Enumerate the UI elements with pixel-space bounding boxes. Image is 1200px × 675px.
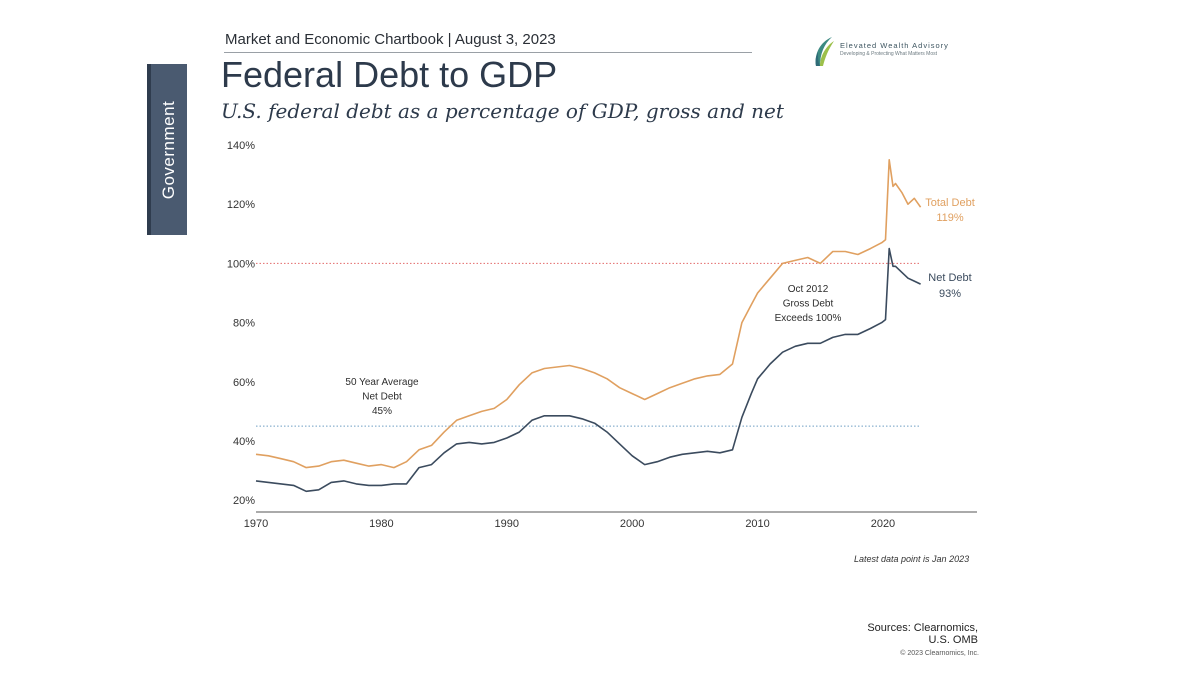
x-tick-label: 2000 (620, 518, 644, 530)
annotation-average-line: Net Debt (362, 392, 402, 403)
x-tick-label: 2010 (745, 518, 769, 530)
y-tick-label: 80% (233, 318, 255, 330)
x-tick-label: 1970 (244, 518, 268, 530)
y-tick-label: 120% (227, 199, 255, 211)
annotation-oct2012-line: Exceeds 100% (775, 313, 842, 324)
sources: Sources: Clearnomics, U.S. OMB (867, 622, 978, 646)
y-tick-label: 20% (233, 495, 255, 507)
sources-line-1: Sources: Clearnomics, (867, 622, 978, 634)
annotation-average-line: 45% (372, 406, 392, 417)
total-debt-line (255, 159, 922, 469)
net-debt-end-value: 93% (939, 288, 961, 300)
logo-tagline: Developing & Protecting What Matters Mos… (840, 51, 937, 57)
logo-name: Elevated Wealth Advisory (840, 41, 949, 50)
chartbook-header: Market and Economic Chartbook | August 3… (225, 31, 556, 48)
copyright: © 2023 Clearnomics, Inc. (900, 650, 979, 657)
annotation-average-line: 50 Year Average (345, 377, 419, 388)
brand-logo: Elevated Wealth Advisory Developing & Pr… (812, 36, 962, 68)
sources-line-2: U.S. OMB (928, 634, 978, 646)
x-tick-label: 1990 (495, 518, 519, 530)
leaf-icon (815, 37, 834, 66)
annotation-oct2012-line: Oct 2012 (788, 284, 829, 295)
y-tick-label: 40% (233, 436, 255, 448)
annotation-oct2012-line: Gross Debt (783, 299, 834, 310)
total-debt-end-value: 119% (936, 212, 964, 224)
chart-subtitle: U.S. federal debt as a percentage of GDP… (221, 99, 784, 123)
chart-title: Federal Debt to GDP (221, 54, 558, 95)
y-tick-label: 140% (227, 140, 255, 152)
section-tab: Government (147, 64, 187, 235)
latest-data-note: Latest data point is Jan 2023 (854, 554, 970, 564)
x-tick-label: 1980 (369, 518, 393, 530)
y-tick-label: 60% (233, 377, 255, 389)
net-debt-end-label: Net Debt (928, 272, 971, 284)
header-divider (224, 52, 752, 53)
net-debt-line (255, 247, 921, 493)
total-debt-end-label: Total Debt (925, 197, 975, 209)
y-tick-label: 100% (227, 258, 255, 270)
x-tick-label: 2020 (871, 518, 895, 530)
